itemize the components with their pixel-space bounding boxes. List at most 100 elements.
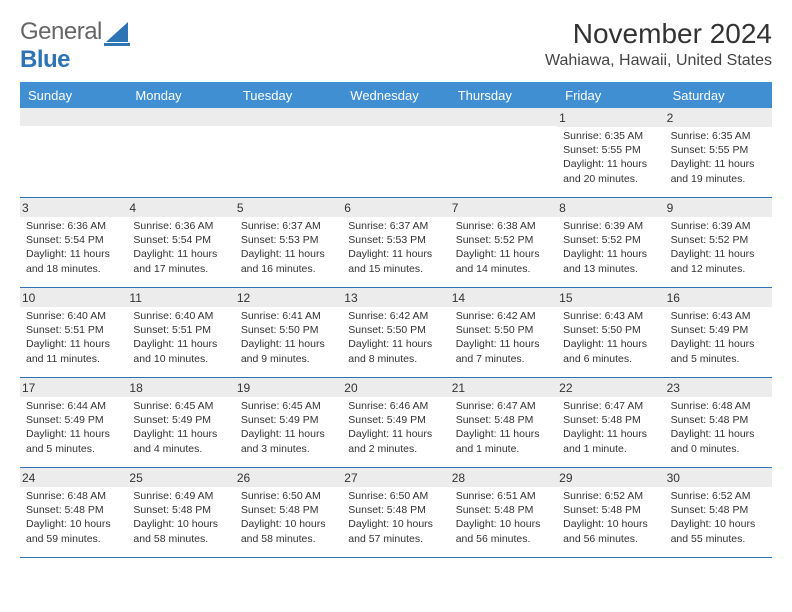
- cell-line: Daylight: 11 hours: [26, 247, 121, 261]
- cell-line: Sunrise: 6:37 AM: [348, 219, 443, 233]
- calendar-cell: 13Sunrise: 6:42 AMSunset: 5:50 PMDayligh…: [342, 288, 449, 378]
- day-number: 25: [127, 468, 234, 487]
- cell-line: Daylight: 11 hours: [671, 427, 766, 441]
- cell-line: Sunrise: 6:52 AM: [671, 489, 766, 503]
- day-number: 16: [665, 288, 772, 307]
- calendar-cell: 4Sunrise: 6:36 AMSunset: 5:54 PMDaylight…: [127, 198, 234, 288]
- cell-line: Sunrise: 6:41 AM: [241, 309, 336, 323]
- calendar-cell: 21Sunrise: 6:47 AMSunset: 5:48 PMDayligh…: [450, 378, 557, 468]
- cell-line: Daylight: 11 hours: [133, 337, 228, 351]
- cell-line: Sunset: 5:49 PM: [241, 413, 336, 427]
- day-number: 27: [342, 468, 449, 487]
- calendar-cell: 26Sunrise: 6:50 AMSunset: 5:48 PMDayligh…: [235, 468, 342, 558]
- cell-line: Daylight: 11 hours: [348, 337, 443, 351]
- cell-line: Sunrise: 6:39 AM: [671, 219, 766, 233]
- day-number: 1: [557, 108, 664, 127]
- cell-line: Sunrise: 6:39 AM: [563, 219, 658, 233]
- cell-line: Sunset: 5:48 PM: [563, 413, 658, 427]
- calendar-cell: 16Sunrise: 6:43 AMSunset: 5:49 PMDayligh…: [665, 288, 772, 378]
- cell-line: Sunrise: 6:44 AM: [26, 399, 121, 413]
- calendar-cell: 7Sunrise: 6:38 AMSunset: 5:52 PMDaylight…: [450, 198, 557, 288]
- cell-line: Daylight: 11 hours: [26, 427, 121, 441]
- cell-line: and 5 minutes.: [671, 352, 766, 366]
- calendar-cell: [20, 108, 127, 198]
- cell-line: and 16 minutes.: [241, 262, 336, 276]
- cell-line: Daylight: 10 hours: [26, 517, 121, 531]
- calendar-cell: 27Sunrise: 6:50 AMSunset: 5:48 PMDayligh…: [342, 468, 449, 558]
- calendar-cell: 30Sunrise: 6:52 AMSunset: 5:48 PMDayligh…: [665, 468, 772, 558]
- cell-line: Sunrise: 6:45 AM: [133, 399, 228, 413]
- calendar-cell: 14Sunrise: 6:42 AMSunset: 5:50 PMDayligh…: [450, 288, 557, 378]
- cell-line: Sunrise: 6:43 AM: [671, 309, 766, 323]
- cell-line: and 5 minutes.: [26, 442, 121, 456]
- day-number: 4: [127, 198, 234, 217]
- cell-line: Sunset: 5:48 PM: [456, 413, 551, 427]
- cell-line: Sunset: 5:51 PM: [133, 323, 228, 337]
- cell-line: Sunrise: 6:48 AM: [26, 489, 121, 503]
- cell-line: and 10 minutes.: [133, 352, 228, 366]
- cell-line: Sunset: 5:48 PM: [133, 503, 228, 517]
- day-number: 20: [342, 378, 449, 397]
- cell-line: Daylight: 11 hours: [456, 337, 551, 351]
- cell-line: Sunrise: 6:43 AM: [563, 309, 658, 323]
- dow-header: Sunday: [20, 82, 127, 108]
- cell-line: Sunrise: 6:52 AM: [563, 489, 658, 503]
- day-number: 23: [665, 378, 772, 397]
- calendar-cell: 19Sunrise: 6:45 AMSunset: 5:49 PMDayligh…: [235, 378, 342, 468]
- cell-line: Sunset: 5:52 PM: [563, 233, 658, 247]
- cell-line: and 1 minute.: [563, 442, 658, 456]
- cell-line: Sunrise: 6:40 AM: [133, 309, 228, 323]
- calendar-cell: 10Sunrise: 6:40 AMSunset: 5:51 PMDayligh…: [20, 288, 127, 378]
- cell-line: Sunrise: 6:35 AM: [671, 129, 766, 143]
- cell-line: Sunrise: 6:36 AM: [133, 219, 228, 233]
- cell-line: and 55 minutes.: [671, 532, 766, 546]
- cell-line: Sunrise: 6:48 AM: [671, 399, 766, 413]
- cell-line: and 13 minutes.: [563, 262, 658, 276]
- calendar-cell: 9Sunrise: 6:39 AMSunset: 5:52 PMDaylight…: [665, 198, 772, 288]
- cell-line: Daylight: 10 hours: [456, 517, 551, 531]
- calendar-grid: SundayMondayTuesdayWednesdayThursdayFrid…: [20, 82, 772, 558]
- cell-line: Daylight: 10 hours: [348, 517, 443, 531]
- day-number: [127, 108, 234, 126]
- cell-line: Sunrise: 6:36 AM: [26, 219, 121, 233]
- cell-line: Daylight: 11 hours: [241, 427, 336, 441]
- cell-line: and 0 minutes.: [671, 442, 766, 456]
- day-number: 10: [20, 288, 127, 307]
- cell-line: Daylight: 10 hours: [671, 517, 766, 531]
- cell-line: Daylight: 11 hours: [563, 427, 658, 441]
- day-number: 9: [665, 198, 772, 217]
- day-number: 14: [450, 288, 557, 307]
- day-number: 18: [127, 378, 234, 397]
- calendar-cell: 2Sunrise: 6:35 AMSunset: 5:55 PMDaylight…: [665, 108, 772, 198]
- cell-line: Sunset: 5:50 PM: [348, 323, 443, 337]
- calendar-cell: 18Sunrise: 6:45 AMSunset: 5:49 PMDayligh…: [127, 378, 234, 468]
- cell-line: and 2 minutes.: [348, 442, 443, 456]
- cell-line: Sunset: 5:48 PM: [348, 503, 443, 517]
- calendar-cell: 28Sunrise: 6:51 AMSunset: 5:48 PMDayligh…: [450, 468, 557, 558]
- day-number: [450, 108, 557, 126]
- brand-logo: General Blue: [20, 18, 132, 74]
- day-number: 19: [235, 378, 342, 397]
- cell-line: Sunset: 5:49 PM: [348, 413, 443, 427]
- calendar-cell: 29Sunrise: 6:52 AMSunset: 5:48 PMDayligh…: [557, 468, 664, 558]
- calendar-cell: 12Sunrise: 6:41 AMSunset: 5:50 PMDayligh…: [235, 288, 342, 378]
- month-title: November 2024: [545, 18, 772, 50]
- cell-line: Sunset: 5:51 PM: [26, 323, 121, 337]
- cell-line: Daylight: 11 hours: [456, 247, 551, 261]
- logo-text-blue: Blue: [20, 46, 70, 73]
- cell-line: and 57 minutes.: [348, 532, 443, 546]
- cell-line: Sunrise: 6:47 AM: [456, 399, 551, 413]
- cell-line: and 20 minutes.: [563, 172, 658, 186]
- cell-line: Sunset: 5:55 PM: [671, 143, 766, 157]
- calendar-cell: 11Sunrise: 6:40 AMSunset: 5:51 PMDayligh…: [127, 288, 234, 378]
- cell-line: Sunset: 5:52 PM: [456, 233, 551, 247]
- cell-line: Sunset: 5:49 PM: [671, 323, 766, 337]
- calendar-cell: [127, 108, 234, 198]
- cell-line: and 6 minutes.: [563, 352, 658, 366]
- cell-line: Daylight: 10 hours: [241, 517, 336, 531]
- cell-line: Sunset: 5:53 PM: [348, 233, 443, 247]
- cell-line: and 15 minutes.: [348, 262, 443, 276]
- cell-line: Sunset: 5:50 PM: [241, 323, 336, 337]
- calendar-cell: 6Sunrise: 6:37 AMSunset: 5:53 PMDaylight…: [342, 198, 449, 288]
- dow-header: Saturday: [665, 82, 772, 108]
